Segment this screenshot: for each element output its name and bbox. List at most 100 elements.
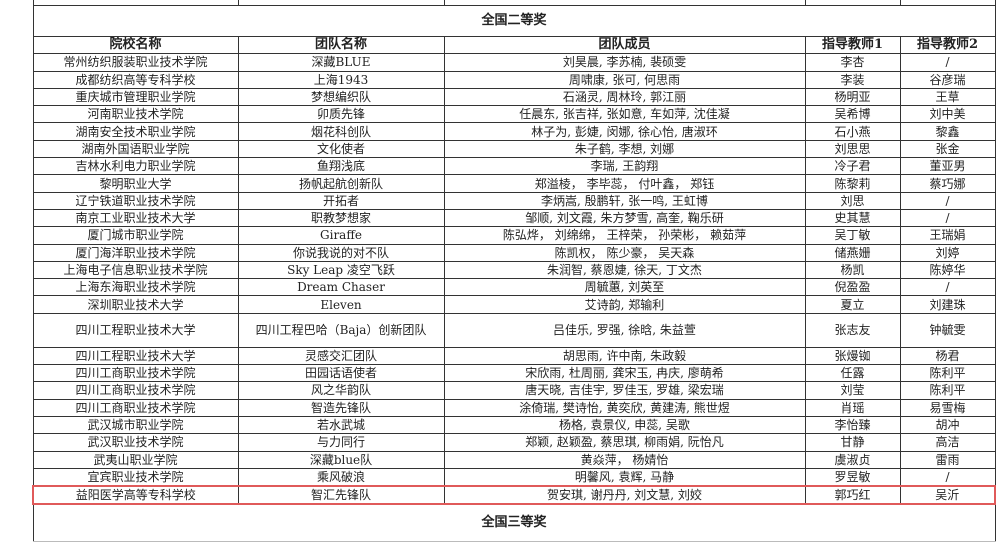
table-row: 上海电子信息职业技术学院 Sky Leap 凌空飞跃 朱润智, 蔡恩婕, 徐天, 丁… (32, 260, 996, 280)
table-row: 吉林水利电力职业学院 鱼翔浅底 李瑞, 王韵翔 冷子君 董亚男 (32, 157, 996, 176)
cell-advisor1: 甘静 (804, 433, 901, 452)
cell-advisor1: 史其慧 (804, 208, 901, 228)
cell-members: 任晨东, 张吉祥, 张如意, 车如萍, 沈佳凝 (443, 105, 806, 124)
cell-advisor1: 倪盈盈 (804, 278, 901, 297)
cell-advisor2: 高洁 (899, 433, 996, 452)
table-row: 四川工商职业技术学院 智造先锋队 涂倚瑞, 樊诗怡, 黄奕欣, 黄建涛, 熊世煜 肖瑶… (32, 398, 996, 417)
cell-advisor1: 张熳铷 (804, 346, 901, 366)
header-members: 团队成员 (443, 35, 806, 55)
cell-team: 若水武城 (237, 415, 445, 435)
cell-advisor2: 蔡巧娜 (899, 174, 996, 193)
cell-members: 郑颖, 赵颖盈, 蔡思琪, 柳雨娟, 阮怡凡 (443, 433, 806, 452)
cell-advisor1: 郭巧红 (804, 485, 901, 506)
cell-team: 鱼翔浅底 (237, 157, 445, 176)
cell-advisor2: / (899, 191, 996, 210)
cell-team: 扬帆起航创新队 (237, 174, 445, 193)
cell-team: 灵感交汇团队 (237, 346, 445, 366)
cell-team: 烟花科创队 (237, 122, 445, 141)
cell-members: 胡思雨, 许中南, 朱政毅 (443, 346, 806, 366)
cell-members: 周毓蕙, 刘英至 (443, 278, 806, 297)
table-row: 黎明职业大学 扬帆起航创新队 郑溢棱， 李毕蕊， 付叶鑫， 郑钰 陈黎莉 蔡巧娜 (32, 174, 996, 193)
cell-advisor2: 易雪梅 (899, 398, 996, 417)
cell-team: Giraffe (237, 226, 445, 245)
cell-school: 武汉城市职业学院 (32, 415, 239, 435)
cell-advisor2: 陈利平 (899, 381, 996, 400)
cell-advisor2: 王瑞娟 (899, 226, 996, 245)
cell-school: 厦门海洋职业技术学院 (32, 243, 239, 262)
cell-school: 厦门城市职业学院 (32, 226, 239, 245)
cell-advisor1: 陈黎莉 (804, 174, 901, 193)
cell-members: 吕佳乐, 罗强, 徐晗, 朱益萱 (443, 312, 806, 348)
cell-advisor2: 陈婷华 (899, 260, 996, 280)
cell-school: 常州纺织服装职业技术学院 (32, 53, 239, 72)
cell-school: 武汉职业技术学院 (32, 433, 239, 452)
table-row: 四川工商职业技术学院 风之华韵队 唐天晓, 吉佳宇, 罗佳玉, 罗雄, 梁宏瑞 刘莹陈… (32, 381, 996, 400)
cell-advisor2: 张金 (899, 139, 996, 159)
cell-school: 武夷山职业学院 (32, 450, 239, 469)
cell-team: 风之华韵队 (237, 381, 445, 400)
cell-advisor2: 杨君 (899, 346, 996, 366)
cell-advisor1: 张志友 (804, 312, 901, 348)
cell-advisor1: 肖瑶 (804, 398, 901, 417)
cell-team: 深藏blue队 (237, 450, 445, 469)
cell-advisor1: 杨凯 (804, 260, 901, 280)
cell-advisor1: 李装 (804, 70, 901, 89)
cell-school: 四川工商职业技术学院 (32, 398, 239, 417)
table-row: 四川工商职业技术学院 田园话语使者 宋欣雨, 杜周丽, 龚宋玉, 冉庆, 廖萌希 任露… (32, 364, 996, 383)
table-row: 河南职业技术学院 卯质先锋 任晨东, 张吉祥, 张如意, 车如萍, 沈佳凝 吴希博 刘中… (32, 105, 996, 124)
cell-members: 唐天晓, 吉佳宇, 罗佳玉, 罗雄, 梁宏瑞 (443, 381, 806, 400)
table-row: 益阳医学高等专科学校 智汇先锋队 贺安琪, 谢丹丹, 刘文慧, 刘姣 郭巧红 吴沂 (32, 485, 996, 506)
cell-team: Dream Chaser (237, 278, 445, 297)
cell-advisor2: 钟毓雯 (899, 312, 996, 348)
table-row: 湖南外国语职业学院 文化使者 朱子鹤, 李想, 刘娜 刘思思 张金 (32, 139, 996, 159)
cell-team: 乘风破浪 (237, 467, 445, 487)
cell-members: 明馨风, 袁辉, 马静 (443, 467, 806, 487)
cell-members: 陈弘烨， 刘绵绵， 王梓荣， 孙荣彬， 赖茹萍 (443, 226, 806, 245)
cell-team: Eleven (237, 295, 445, 314)
cell-advisor1: 刘思思 (804, 139, 901, 159)
cell-team: 你说我说的对不队 (237, 243, 445, 262)
cell-advisor1: 杨明亚 (804, 87, 901, 107)
cell-members: 石涵灵, 周林玲, 郭江丽 (443, 87, 806, 107)
cell-advisor1: 虞淑贞 (804, 450, 901, 469)
table-row: 四川工程职业技术大学 四川工程巴哈（Baja）创新团队 吕佳乐, 罗强, 徐晗, 朱… (32, 312, 996, 348)
header-advisor1: 指导教师1 (804, 35, 901, 55)
cell-school: 河南职业技术学院 (32, 105, 239, 124)
cell-team: 文化使者 (237, 139, 445, 159)
table-row: 成都纺织高等专科学校 上海1943 周啸康, 张可, 何思雨 李装 谷彦瑞 (32, 70, 996, 89)
cell-members: 宋欣雨, 杜周丽, 龚宋玉, 冉庆, 廖萌希 (443, 364, 806, 383)
cell-advisor1: 夏立 (804, 295, 901, 314)
cell-team: 卯质先锋 (237, 105, 445, 124)
table-row: 辽宁铁道职业技术学院 开拓者 李炳嵩, 殷鹏轩, 张一鸣, 王虹博 刘思 / (32, 191, 996, 210)
cell-school: 成都纺织高等专科学校 (32, 70, 239, 89)
section-row: 全国三等奖 (32, 503, 996, 542)
cell-members: 艾诗韵, 郑输利 (443, 295, 806, 314)
header-team: 团队名称 (237, 35, 445, 55)
cell-team: Sky Leap 凌空飞跃 (237, 260, 445, 280)
table-row: 重庆城市管理职业学院 梦想编织队 石涵灵, 周林玲, 郭江丽 杨明亚 王草 (32, 87, 996, 107)
cell-members: 李瑞, 王韵翔 (443, 157, 806, 176)
cell-advisor2: 刘建珠 (899, 295, 996, 314)
cell-advisor2: 刘婷 (899, 243, 996, 262)
cell-school: 南京工业职业技术大学 (32, 208, 239, 228)
cell-team: 上海1943 (237, 70, 445, 89)
cell-advisor2: 谷彦瑞 (899, 70, 996, 89)
cell-advisor2: 刘中美 (899, 105, 996, 124)
header-row: 院校名称 团队名称 团队成员 指导教师1 指导教师2 (32, 35, 996, 55)
cell-advisor1: 储燕姗 (804, 243, 901, 262)
cell-advisor2: 黎鑫 (899, 122, 996, 141)
cell-school: 四川工商职业技术学院 (32, 381, 239, 400)
cell-advisor2: / (899, 208, 996, 228)
cell-advisor2: 雷雨 (899, 450, 996, 469)
next-section-title: 全国三等奖 (32, 503, 996, 542)
header-advisor2: 指导教师2 (899, 35, 996, 55)
cell-advisor1: 石小燕 (804, 122, 901, 141)
cell-school: 深圳职业技术大学 (32, 295, 239, 314)
cell-members: 黄焱萍， 杨婧怡 (443, 450, 806, 469)
cell-members: 朱子鹤, 李想, 刘娜 (443, 139, 806, 159)
cell-school: 上海东海职业技术学院 (32, 278, 239, 297)
cell-members: 朱润智, 蔡恩婕, 徐天, 丁文杰 (443, 260, 806, 280)
cell-school: 宜宾职业技术学院 (32, 467, 239, 487)
cell-team: 智汇先锋队 (237, 485, 445, 506)
table-row: 武汉城市职业学院 若水武城 杨格, 袁景仪, 申蕊, 吴歌 李怡臻 胡冲 (32, 415, 996, 435)
